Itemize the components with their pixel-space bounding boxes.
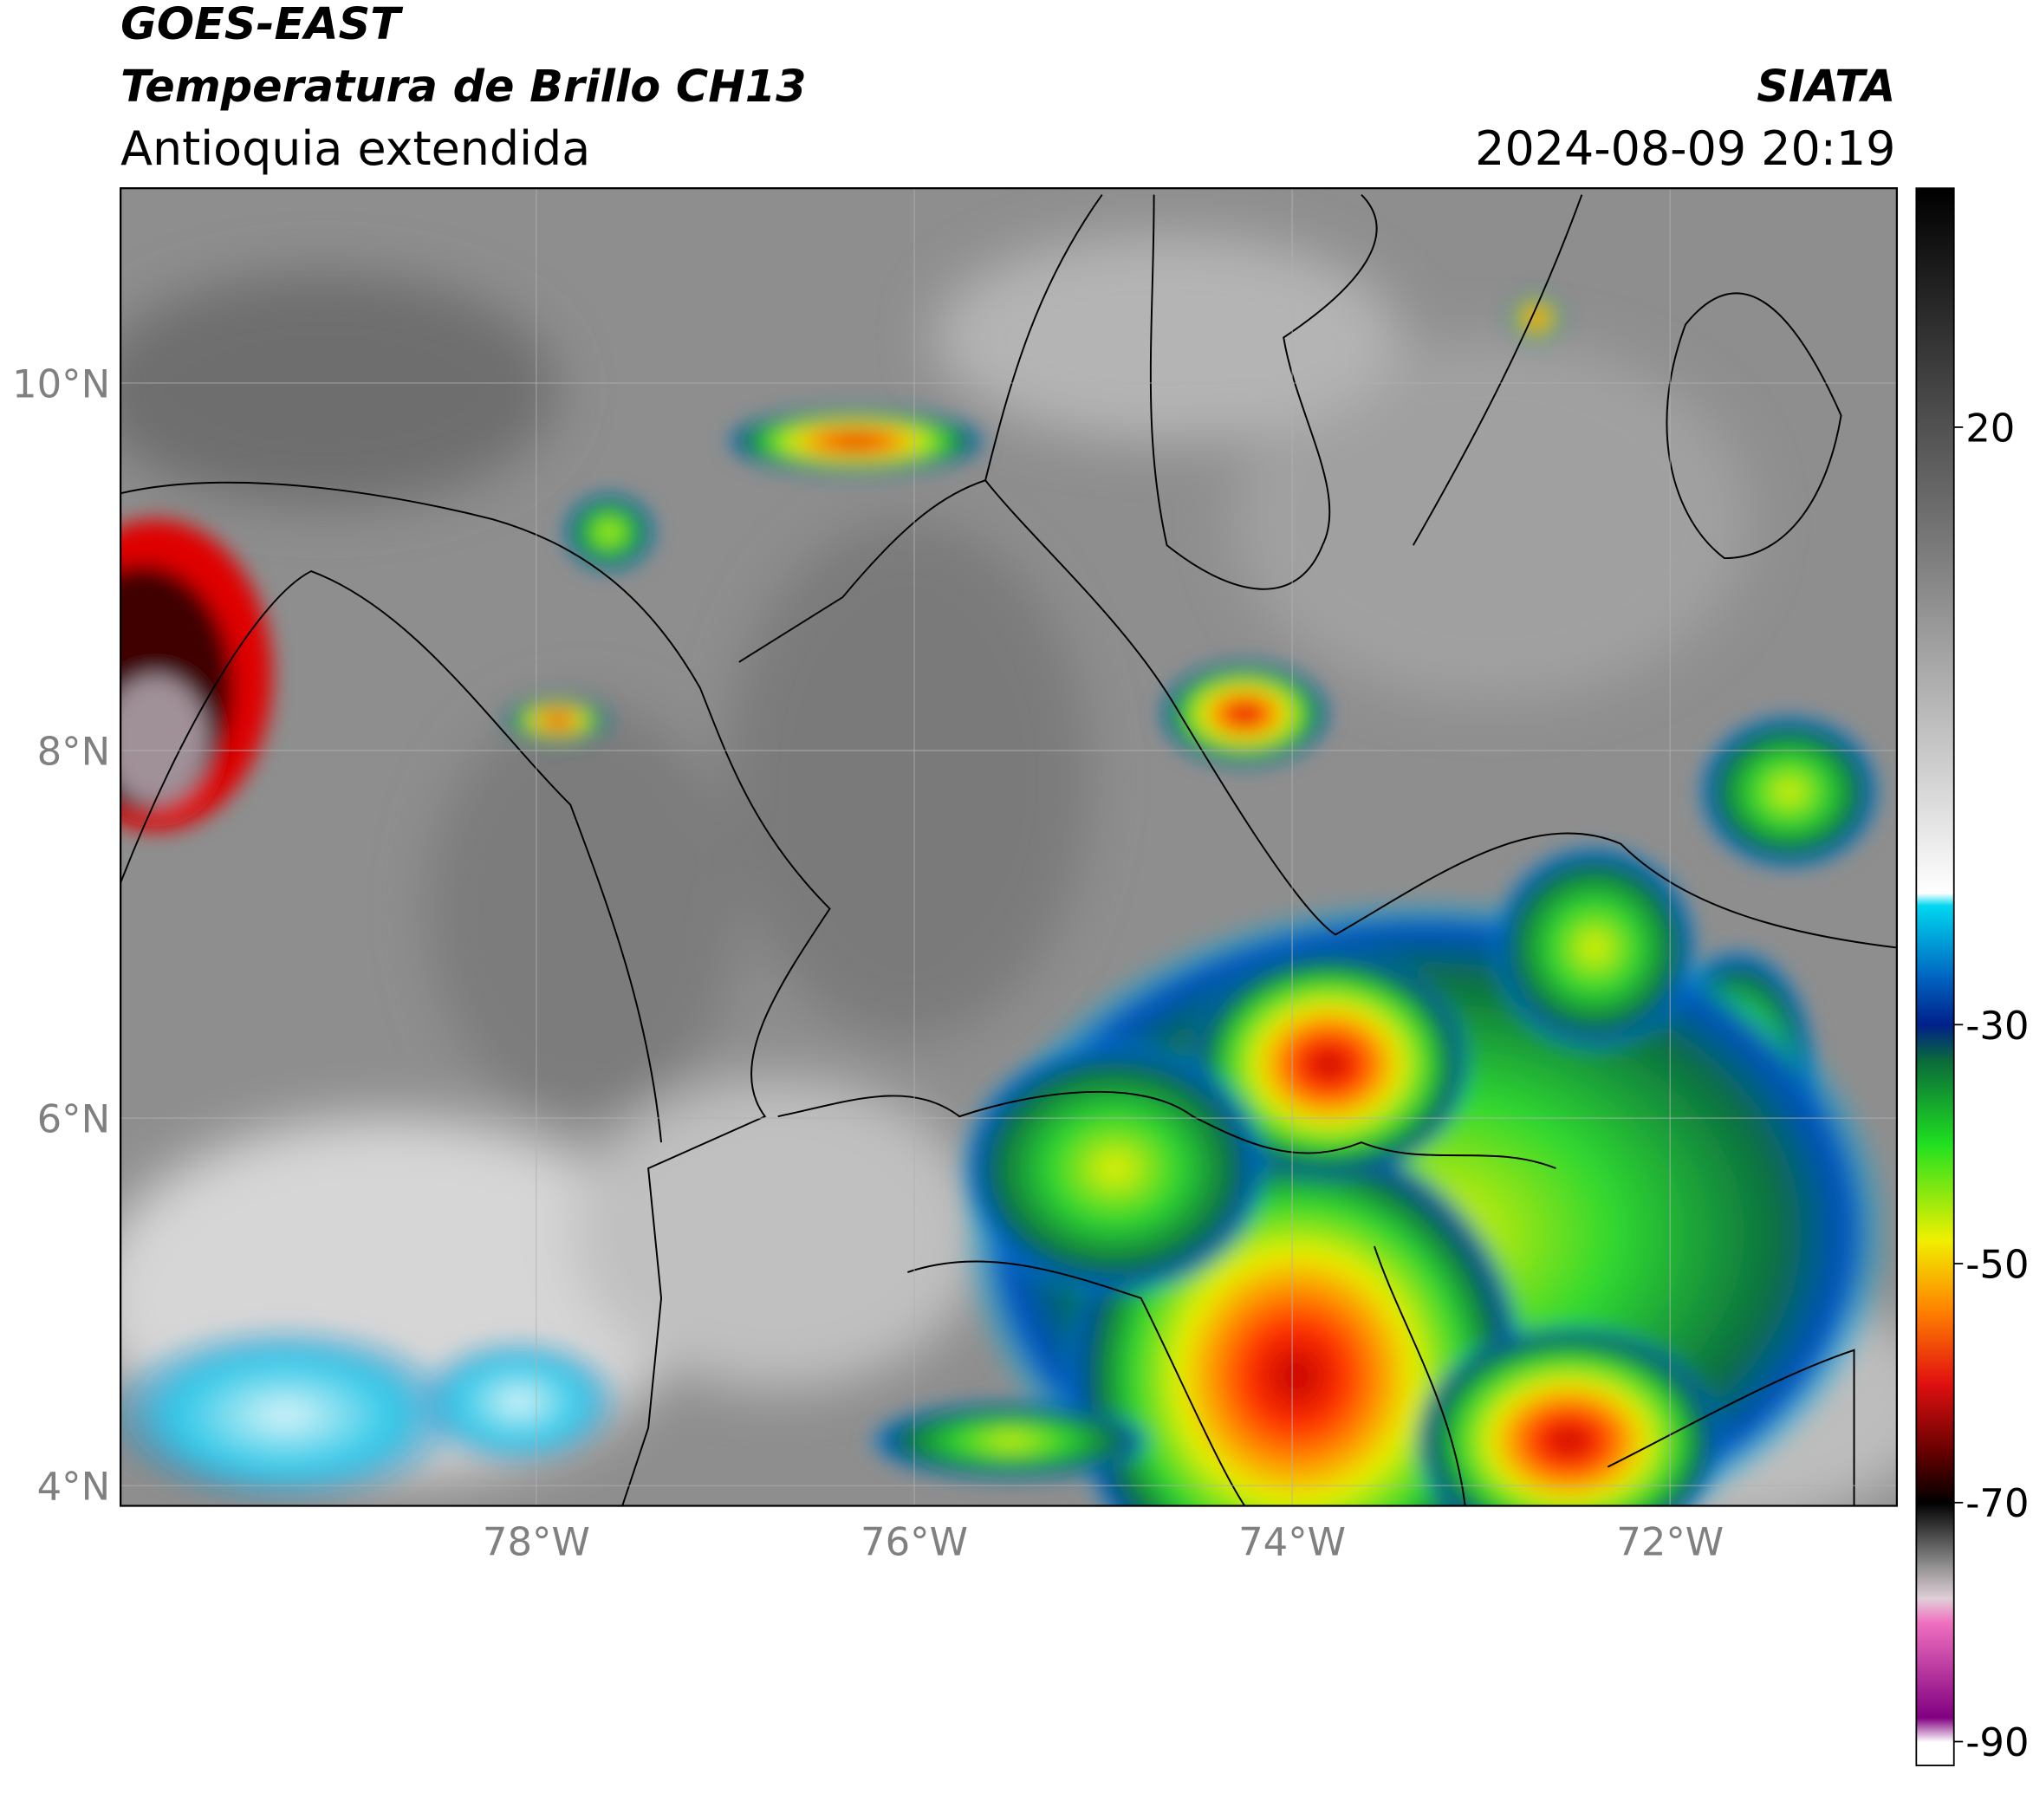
x-tick-label: 78°W xyxy=(483,1518,590,1564)
colorbar-segment xyxy=(1916,1598,1954,1623)
colorbar-segment xyxy=(1916,188,1954,548)
x-tick-label: 72°W xyxy=(1616,1518,1724,1564)
satellite-image xyxy=(120,188,1897,1506)
region: Antioquia extendida xyxy=(120,121,590,176)
y-tick-label: 4°N xyxy=(37,1464,111,1510)
grid: 78°W 76°W 74°W 72°W 4°N 6°N 8°N 10°N xyxy=(12,188,1897,1564)
colorbar-tick-label: -90 xyxy=(1965,1719,2029,1765)
source: SIATA xyxy=(1757,62,1895,113)
colorbar-tick-label: -50 xyxy=(1965,1241,2029,1287)
colorbar-segment xyxy=(1916,893,1954,907)
convective-system xyxy=(868,843,1893,1506)
colorbar-segment xyxy=(1916,977,1954,1026)
colorbar-segment xyxy=(1916,1024,1954,1062)
title: GOES-EAST xyxy=(120,0,404,50)
datetime: 2024-08-09 20:19 xyxy=(1475,121,1895,176)
colorbar-tick-label: -70 xyxy=(1965,1480,2029,1526)
cell-west xyxy=(120,519,273,831)
x-tick-label: 76°W xyxy=(861,1518,968,1564)
colorbar-tick-label: 20 xyxy=(1965,405,2015,451)
colorbar-segment xyxy=(1916,1239,1954,1312)
y-tick-label: 8°N xyxy=(37,728,111,774)
colorbar-tick-label: -30 xyxy=(1965,1003,2029,1049)
colorbar-segment xyxy=(1916,1502,1954,1563)
y-tick-label: 10°N xyxy=(12,361,110,406)
colorbar-segment xyxy=(1916,1454,1954,1504)
colorbar-segment xyxy=(1916,1741,1954,1766)
colorbar-segment xyxy=(1916,1144,1954,1241)
colorbar-segment xyxy=(1916,546,1954,894)
colorbar: 20 -30 -50 -70 -90 xyxy=(1916,188,2030,1766)
colorbar-segment xyxy=(1916,905,1954,978)
subtitle: Temperatura de Brillo CH13 xyxy=(120,62,806,113)
colorbar-segment xyxy=(1916,1622,1954,1719)
colorbar-segment xyxy=(1916,1717,1954,1743)
map-frame xyxy=(120,187,1899,1507)
colorbar-segment xyxy=(1916,1382,1954,1456)
borders xyxy=(120,193,1897,1506)
x-tick-label: 74°W xyxy=(1238,1518,1346,1564)
y-tick-label: 6°N xyxy=(37,1096,111,1142)
colorbar-segment xyxy=(1916,1562,1954,1599)
colorbar-frame xyxy=(1915,187,1955,1766)
colorbar-segment xyxy=(1916,1311,1954,1384)
colorbar-segment xyxy=(1916,1060,1954,1145)
